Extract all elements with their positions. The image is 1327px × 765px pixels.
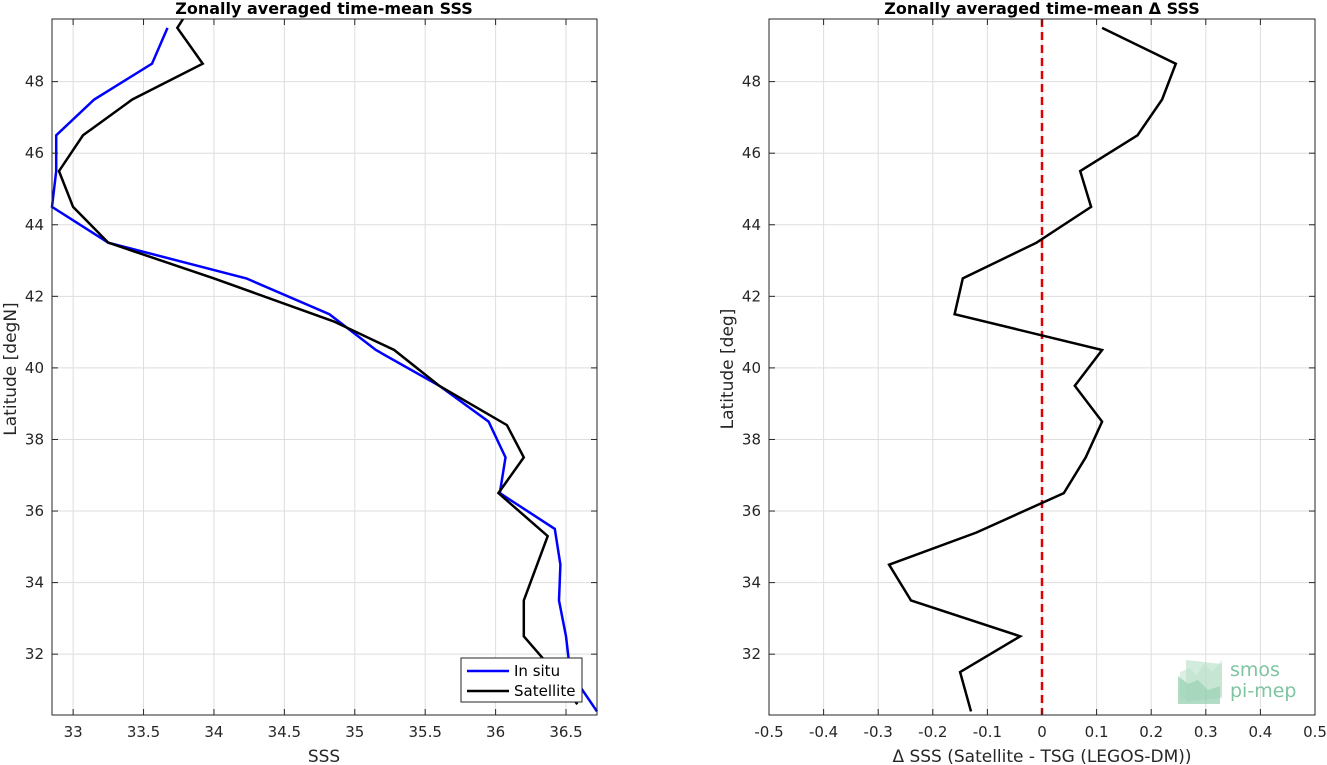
y-tick-label: 40: [742, 359, 761, 377]
x-axis-label: SSS: [308, 747, 340, 765]
logo-text-smos: smos: [1230, 659, 1280, 681]
y-tick-label: 32: [25, 645, 44, 663]
x-tick-label: 36.5: [549, 723, 582, 741]
series-line-satellite: [57, 18, 579, 706]
plot-area: -0.5 -0.4 -0.3 -0.2 -0.1 0 0.1 0.2 0.3 0.4 0.5 32 34…: [742, 18, 1327, 741]
y-tick-label: 32: [742, 645, 761, 663]
y-tick-label: 42: [25, 287, 44, 305]
logo-text-pi-mep: pi-mep: [1230, 680, 1296, 702]
y-axis-label: Latitude [degN]: [1, 302, 21, 435]
x-tick-label: 0.3: [1194, 723, 1218, 741]
logo-graphic: [1178, 660, 1222, 704]
x-tick-label: 36: [486, 723, 505, 741]
delta-sss-profile-chart: Zonally averaged time-mean Δ SSS Δ SSS (…: [718, 0, 1327, 765]
legend-box: [460, 657, 583, 703]
y-tick-label: 40: [25, 359, 44, 377]
y-tick-label: 36: [742, 502, 761, 520]
chart-title: Zonally averaged time-mean Δ SSS: [884, 0, 1200, 18]
y-tick-label: 36: [25, 502, 44, 520]
x-tick-label: 33.5: [127, 723, 160, 741]
x-tick-label: 0.1: [1085, 723, 1109, 741]
series-line-in-situ: [50, 27, 599, 713]
y-tick-label: 48: [742, 73, 761, 91]
x-tick-label: 34.5: [268, 723, 301, 741]
y-tick-label: 44: [742, 216, 761, 234]
x-tick-label: 0.2: [1139, 723, 1163, 741]
y-tick-label: 34: [742, 574, 761, 592]
chart-title: Zonally averaged time-mean SSS: [175, 0, 473, 18]
y-tick-label: 46: [742, 144, 761, 162]
x-tick-label: -0.5: [754, 723, 783, 741]
x-tick-label: 34: [204, 723, 223, 741]
smos-pi-mep-logo: smos pi-mep: [1178, 659, 1296, 704]
x-tick-label: 0.5: [1303, 723, 1327, 741]
axes-frame: [51, 18, 598, 716]
x-tick-label: 35.5: [408, 723, 441, 741]
x-tick-label: 0.4: [1248, 723, 1272, 741]
x-tick-label: -0.1: [973, 723, 1002, 741]
x-tick-label: -0.4: [809, 723, 838, 741]
y-axis-label: Latitude [deg]: [718, 309, 738, 430]
legend-label-satellite: Satellite: [514, 682, 575, 700]
y-tick-label: 48: [25, 73, 44, 91]
legend-label-insitu: In situ: [514, 662, 560, 680]
plot-background: [52, 19, 597, 715]
x-tick-label: -0.3: [864, 723, 893, 741]
x-tick-label: -0.2: [918, 723, 947, 741]
x-tick-label: 33: [64, 723, 83, 741]
legend: In situ Satellite: [460, 657, 583, 703]
y-tick-label: 34: [25, 574, 44, 592]
y-tick-label: 42: [742, 287, 761, 305]
x-tick-label: 35: [345, 723, 364, 741]
sss-profile-chart: Zonally averaged time-mean SSS SSS Latit…: [1, 0, 599, 765]
x-tick-label: 0: [1037, 723, 1047, 741]
plot-area: 33 33.5 34 34.5 35 35.5 36 36.5 32 34 36 38 40 42 44 46…: [25, 18, 599, 741]
y-tick-label: 46: [25, 144, 44, 162]
x-axis-label: Δ SSS (Satellite - TSG (LEGOS-DM)): [892, 747, 1191, 765]
y-tick-label: 44: [25, 216, 44, 234]
series-line-delta-sss: [887, 26, 1178, 712]
y-tick-label: 38: [742, 430, 761, 448]
y-tick-label: 38: [25, 430, 44, 448]
